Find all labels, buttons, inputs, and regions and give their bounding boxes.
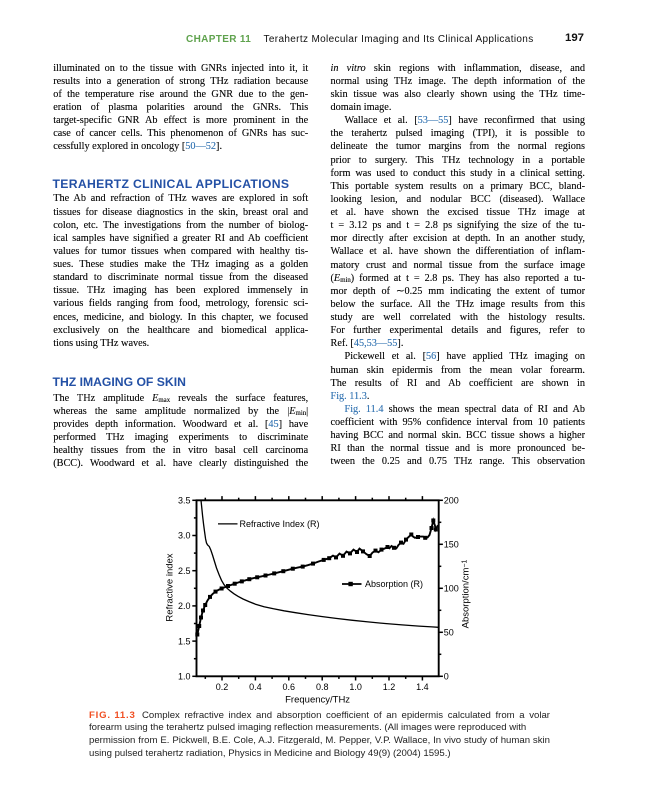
svg-text:Refractive index: Refractive index: [165, 553, 176, 621]
svg-text:Absorption/cm−1: Absorption/cm−1: [461, 560, 472, 629]
svg-text:0: 0: [444, 672, 449, 682]
svg-text:3.0: 3.0: [178, 531, 191, 541]
svg-text:Absorption (R): Absorption (R): [365, 579, 423, 589]
svg-text:0.2: 0.2: [216, 682, 229, 692]
svg-text:2.0: 2.0: [178, 601, 191, 611]
svg-text:2.5: 2.5: [178, 566, 191, 576]
svg-text:50: 50: [444, 628, 454, 638]
svg-text:1.2: 1.2: [383, 682, 396, 692]
svg-text:200: 200: [444, 496, 459, 506]
svg-text:150: 150: [444, 540, 459, 550]
svg-text:1.4: 1.4: [416, 682, 429, 692]
svg-text:1.5: 1.5: [178, 636, 191, 646]
svg-text:0.8: 0.8: [316, 682, 329, 692]
svg-text:0.4: 0.4: [249, 682, 262, 692]
svg-text:Refractive Index (R): Refractive Index (R): [240, 519, 320, 529]
svg-text:0.6: 0.6: [283, 682, 296, 692]
svg-text:100: 100: [444, 584, 459, 594]
svg-text:1.0: 1.0: [349, 682, 362, 692]
svg-text:Frequency/THz: Frequency/THz: [285, 695, 350, 706]
svg-text:1.0: 1.0: [178, 672, 191, 682]
svg-text:3.5: 3.5: [178, 496, 191, 506]
